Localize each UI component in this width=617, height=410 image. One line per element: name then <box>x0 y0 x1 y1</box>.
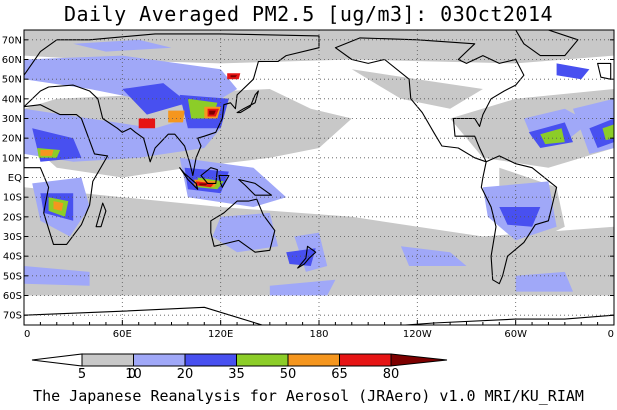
lon-label: 120W <box>403 329 432 340</box>
pm25-contour <box>138 118 156 129</box>
lat-label: 20N <box>2 134 22 145</box>
credit-line: The Japanese Reanalysis for Aerosol (JRA… <box>33 387 584 405</box>
coastline <box>515 30 579 57</box>
lat-label: 10N <box>2 153 22 164</box>
lon-label: 120E <box>208 329 233 340</box>
lat-label: 40N <box>2 94 22 105</box>
coastline <box>200 167 218 184</box>
coastline <box>480 155 558 285</box>
colorbar-segment <box>287 353 340 367</box>
lat-label: 40S <box>3 252 22 263</box>
colorbar-label: 5 <box>78 367 86 382</box>
colorbar-label: 20 <box>177 367 194 382</box>
pm25-contour <box>286 248 316 266</box>
lat-label: 10S <box>3 193 22 204</box>
lon-label: 180 <box>309 329 328 340</box>
page-title: Daily Averaged PM2.5 [ug/m3]: 03Oct2014 <box>63 2 554 26</box>
pm25-contour <box>199 183 208 186</box>
lat-label: 30N <box>2 114 22 125</box>
coastline <box>24 306 614 325</box>
coastline <box>238 178 273 196</box>
pm25-contour <box>269 279 336 296</box>
pm25-contour <box>556 63 590 80</box>
pm25-contour <box>209 110 216 115</box>
coastline <box>24 33 320 177</box>
coastline <box>597 62 612 80</box>
coastline <box>210 198 276 253</box>
pm25-contour <box>53 201 64 211</box>
colorbar-segment <box>133 353 186 367</box>
lat-label: 60N <box>2 55 22 66</box>
colorbar-segment <box>236 353 289 367</box>
colorbar-segment <box>81 353 134 367</box>
colorbar-segment <box>339 353 392 367</box>
lon-label: 60W <box>504 329 527 340</box>
coastline <box>297 245 317 269</box>
lat-label: 20S <box>3 212 22 223</box>
pm25-contour <box>400 246 467 266</box>
colorbar-segment <box>184 353 237 367</box>
colorbar-label: 0 <box>128 367 136 382</box>
lat-label: 50S <box>3 271 22 282</box>
colorbar-label: 35 <box>228 367 245 382</box>
pm25-contour <box>230 75 238 78</box>
pm25-contour <box>73 39 172 52</box>
coastline <box>218 174 230 188</box>
colorbar-label: 80 <box>383 367 400 382</box>
pm25-contour <box>589 118 614 148</box>
pm25-contour <box>122 83 188 115</box>
pm25-contour <box>40 150 54 156</box>
pm25-contour <box>515 271 573 292</box>
pm25-contour <box>602 124 614 141</box>
lat-label: EQ <box>8 173 22 184</box>
lat-label: 50N <box>2 75 22 86</box>
coastline <box>236 90 259 114</box>
lat-label: 70N <box>2 35 22 46</box>
lat-label: 70S <box>3 311 22 322</box>
coastline <box>24 104 109 245</box>
lat-label: 60S <box>3 291 22 302</box>
lon-label: 0 <box>608 329 614 340</box>
pm25-contour <box>540 128 565 145</box>
coastline <box>179 167 199 190</box>
colorbar-label: 50 <box>280 367 297 382</box>
colorbar-arrow-left <box>31 353 83 367</box>
coastline <box>95 202 107 228</box>
pm25-contour <box>168 110 185 123</box>
pm25-contour <box>499 207 541 227</box>
colorbar-label: 65 <box>331 367 348 382</box>
lat-label: 30S <box>3 232 22 243</box>
colorbar-label: 10 <box>125 367 142 382</box>
lon-label: 0 <box>24 329 30 340</box>
lon-label: 60E <box>113 329 132 340</box>
colorbar-arrow-right <box>390 353 448 367</box>
